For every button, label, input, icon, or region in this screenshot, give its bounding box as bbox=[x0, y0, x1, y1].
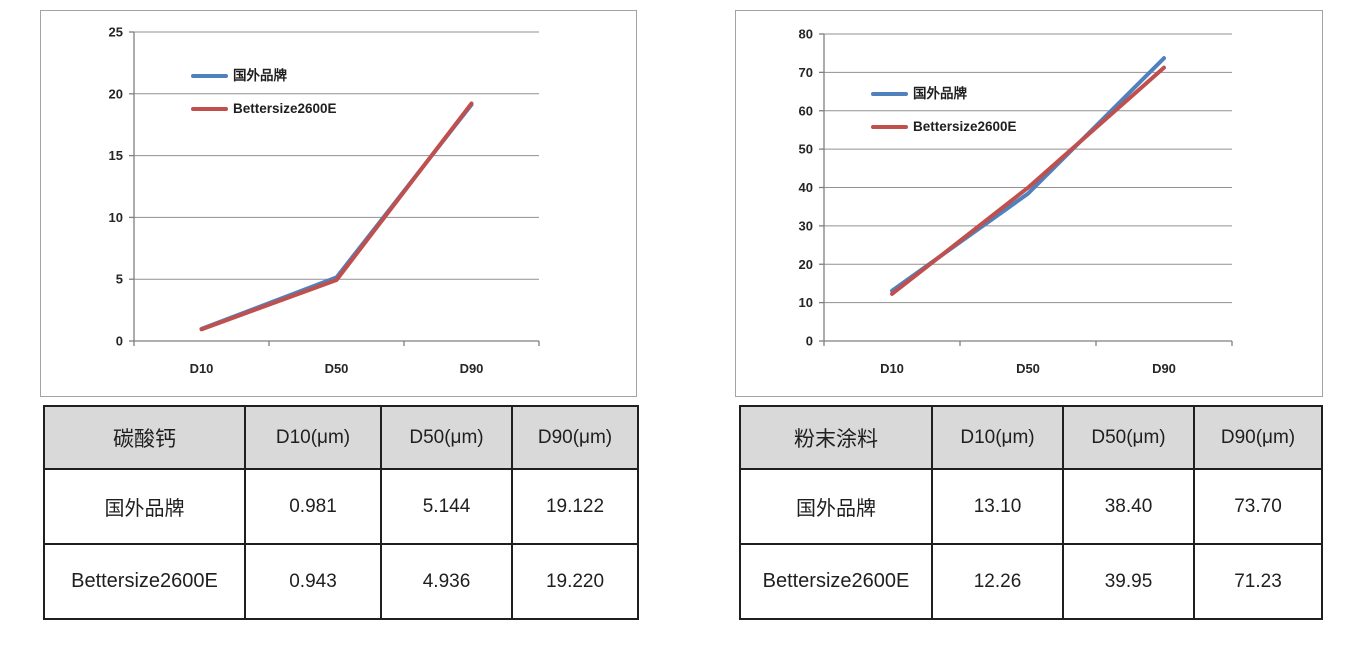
table-row: 国外品牌 13.10 38.40 73.70 bbox=[739, 468, 1323, 545]
column-header-d90: D90(μm) bbox=[1193, 405, 1323, 470]
cell-d50: 38.40 bbox=[1062, 468, 1195, 545]
y-axis-tick-label: 20 bbox=[109, 86, 123, 101]
y-axis-tick-label: 15 bbox=[109, 148, 123, 163]
y-axis-tick-label: 0 bbox=[806, 334, 813, 349]
column-header-d50: D50(μm) bbox=[380, 405, 513, 470]
table-calcium-carbonate: 碳酸钙 D10(μm) D50(μm) D90(μm) 国外品牌 0.981 5… bbox=[43, 405, 639, 620]
y-axis-tick-label: 80 bbox=[799, 27, 813, 42]
legend-swatch-red bbox=[191, 107, 228, 111]
x-axis-tick-label: D10 bbox=[880, 361, 904, 376]
cell-d50: 4.936 bbox=[380, 543, 513, 620]
x-axis-tick-label: D50 bbox=[1016, 361, 1040, 376]
y-axis-tick-label: 10 bbox=[799, 295, 813, 310]
table-row: 国外品牌 0.981 5.144 19.122 bbox=[43, 468, 639, 545]
row-label-foreign-brand: 国外品牌 bbox=[739, 468, 933, 545]
cell-d10: 0.981 bbox=[244, 468, 382, 545]
legend-label: 国外品牌 bbox=[233, 68, 287, 83]
y-axis-tick-label: 20 bbox=[799, 257, 813, 272]
legend-item-bettersize: Bettersize2600E bbox=[871, 117, 1017, 137]
legend-label: Bettersize2600E bbox=[233, 101, 337, 116]
legend-label: Bettersize2600E bbox=[913, 119, 1017, 134]
y-axis-tick-label: 60 bbox=[799, 103, 813, 118]
column-header-d10: D10(μm) bbox=[931, 405, 1064, 470]
cell-d90: 73.70 bbox=[1193, 468, 1323, 545]
cell-d90: 71.23 bbox=[1193, 543, 1323, 620]
chart-panel-powder-coating: 0 10 20 30 40 50 60 70 80 D10 D50 D90 国外品牌 Bettersi… bbox=[735, 10, 1323, 397]
legend-item-bettersize: Bettersize2600E bbox=[191, 99, 337, 119]
y-axis-tick-label: 40 bbox=[799, 180, 813, 195]
row-label-bettersize: Bettersize2600E bbox=[43, 543, 246, 620]
cell-d10: 0.943 bbox=[244, 543, 382, 620]
column-header-d90: D90(μm) bbox=[511, 405, 639, 470]
table-header-row: 粉末涂料 D10(μm) D50(μm) D90(μm) bbox=[739, 405, 1323, 470]
cell-d10: 12.26 bbox=[931, 543, 1064, 620]
cell-d50: 39.95 bbox=[1062, 543, 1195, 620]
y-axis-tick-label: 50 bbox=[799, 142, 813, 157]
series-line bbox=[890, 65, 1166, 296]
x-axis-tick-label: D90 bbox=[1152, 361, 1176, 376]
y-axis-tick-label: 0 bbox=[116, 334, 123, 349]
cell-d90: 19.220 bbox=[511, 543, 639, 620]
table-row: Bettersize2600E 12.26 39.95 71.23 bbox=[739, 543, 1323, 620]
chart-panel-calcium-carbonate: 0 5 10 15 20 25 D10 D50 D90 国外品牌 Bettersize2600E bbox=[40, 10, 637, 397]
table-row: Bettersize2600E 0.943 4.936 19.220 bbox=[43, 543, 639, 620]
y-axis-tick-label: 30 bbox=[799, 218, 813, 233]
row-label-bettersize: Bettersize2600E bbox=[739, 543, 933, 620]
legend-swatch-blue bbox=[871, 92, 908, 96]
legend-item-foreign-brand: 国外品牌 bbox=[871, 84, 967, 104]
y-axis-tick-label: 10 bbox=[109, 210, 123, 225]
column-header-d50: D50(μm) bbox=[1062, 405, 1195, 470]
y-axis-tick-label: 25 bbox=[109, 25, 123, 40]
series-line bbox=[199, 102, 474, 331]
y-axis-tick-label: 70 bbox=[799, 65, 813, 80]
legend-item-foreign-brand: 国外品牌 bbox=[191, 66, 287, 86]
y-axis-tick-label: 5 bbox=[116, 272, 123, 287]
x-axis-tick-label: D90 bbox=[460, 361, 484, 376]
legend-label: 国外品牌 bbox=[913, 86, 967, 101]
line-chart-calcium-carbonate: 0 5 10 15 20 25 D10 D50 D90 bbox=[109, 25, 540, 376]
table-title-cell: 粉末涂料 bbox=[739, 405, 933, 470]
table-header-row: 碳酸钙 D10(μm) D50(μm) D90(μm) bbox=[43, 405, 639, 470]
x-axis-tick-label: D50 bbox=[325, 361, 349, 376]
table-powder-coating: 粉末涂料 D10(μm) D50(μm) D90(μm) 国外品牌 13.10 … bbox=[739, 405, 1323, 620]
row-label-foreign-brand: 国外品牌 bbox=[43, 468, 246, 545]
series-line bbox=[199, 101, 474, 332]
table-title-cell: 碳酸钙 bbox=[43, 405, 246, 470]
column-header-d10: D10(μm) bbox=[244, 405, 382, 470]
legend-swatch-red bbox=[871, 125, 908, 129]
x-axis-tick-label: D10 bbox=[190, 361, 214, 376]
cell-d90: 19.122 bbox=[511, 468, 639, 545]
legend-swatch-blue bbox=[191, 74, 228, 78]
cell-d10: 13.10 bbox=[931, 468, 1064, 545]
line-chart-powder-coating: 0 10 20 30 40 50 60 70 80 D10 D50 D90 bbox=[799, 27, 1233, 376]
cell-d50: 5.144 bbox=[380, 468, 513, 545]
